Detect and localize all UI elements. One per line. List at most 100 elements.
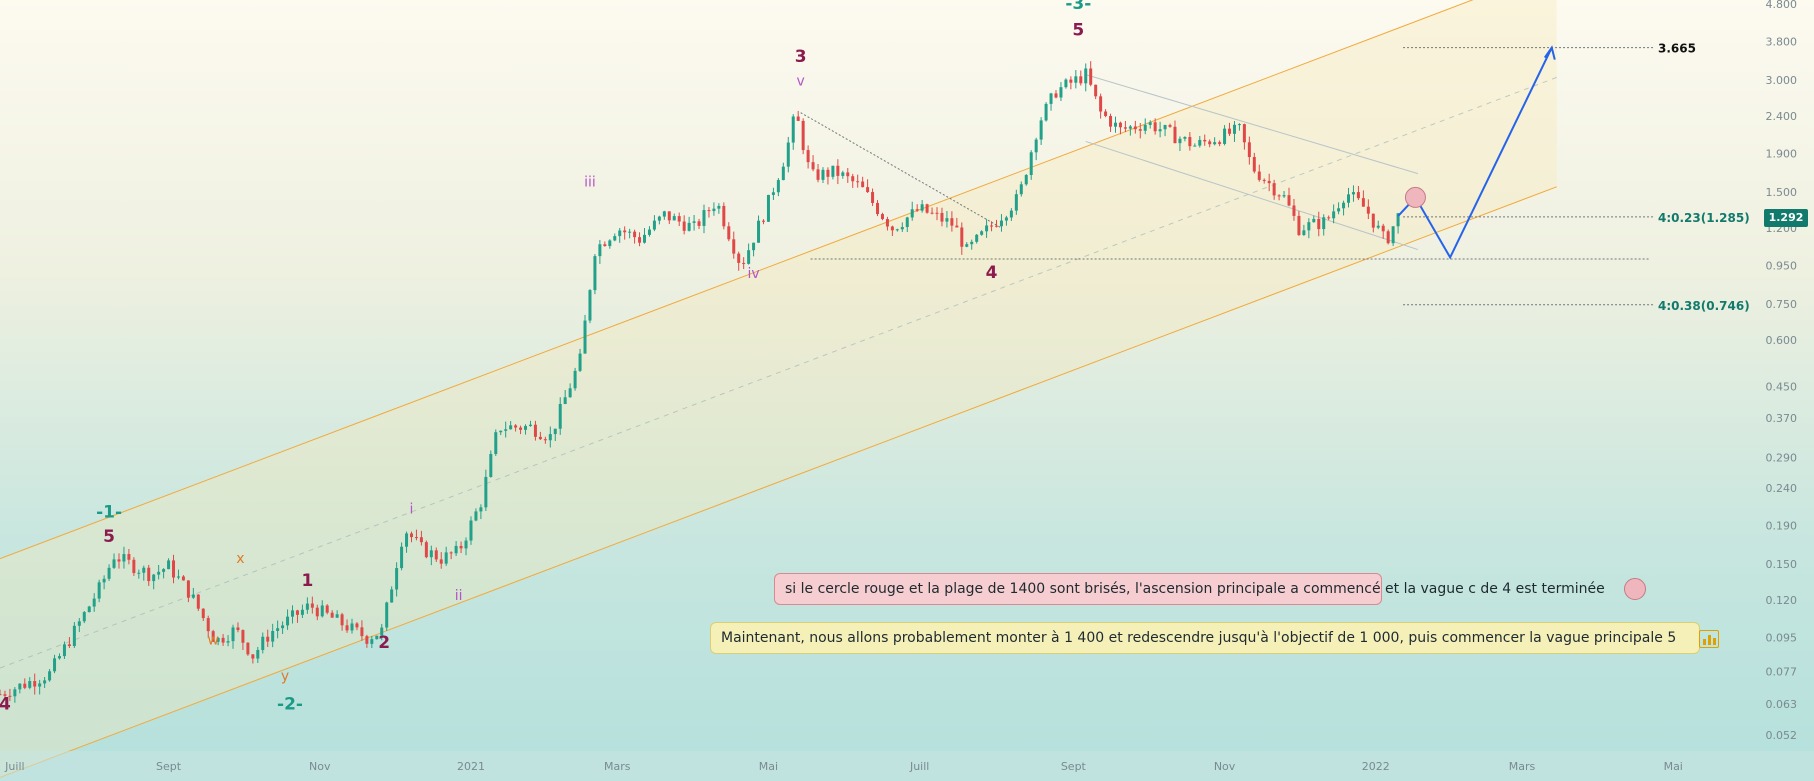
candle-body — [1351, 192, 1355, 195]
y-tick-label: 0.063 — [1766, 698, 1798, 711]
candle-body — [405, 533, 409, 547]
channel-fill — [0, 0, 1557, 778]
candle-body — [1282, 195, 1286, 197]
candle-body — [935, 212, 939, 214]
level-label: 4:0.23(1.285) — [1658, 211, 1750, 225]
y-tick-label: 0.950 — [1766, 260, 1798, 273]
wave-label: iv — [747, 266, 759, 282]
candle-body — [801, 120, 805, 151]
candle-body — [1208, 141, 1212, 145]
candle-body — [885, 219, 889, 227]
candle-body — [330, 612, 334, 618]
candle-body — [77, 621, 81, 626]
candle-body — [1228, 128, 1232, 134]
candle-body — [747, 250, 751, 264]
candle-body — [528, 424, 532, 427]
candle-body — [18, 683, 22, 690]
candle-body — [271, 630, 275, 642]
candle-body — [945, 218, 949, 222]
candle-body — [1366, 206, 1370, 214]
candle-body — [1218, 142, 1222, 144]
candle-body — [588, 290, 592, 321]
candle-body — [216, 637, 220, 642]
candle-body — [1183, 137, 1187, 139]
candle-body — [970, 241, 974, 245]
candle-body — [67, 644, 71, 647]
candle-body — [920, 204, 924, 211]
candle-body — [429, 550, 433, 558]
candle-body — [305, 603, 309, 610]
candle-body — [543, 439, 547, 441]
candle-body — [211, 631, 215, 642]
candle-body — [122, 554, 126, 562]
candle-body — [856, 181, 860, 183]
wave-label: 2 — [378, 633, 390, 653]
candle-body — [375, 635, 379, 640]
candle-body — [578, 353, 582, 371]
candle-body — [266, 636, 270, 642]
candle-body — [692, 221, 696, 223]
candle-body — [1148, 122, 1152, 125]
candle-body — [1396, 213, 1400, 227]
annotation-red-circle-note[interactable]: si le cercle rouge et la plage de 1400 s… — [774, 573, 1605, 605]
candle-body — [672, 216, 676, 221]
candle-body — [286, 616, 290, 626]
wave4-trendline — [800, 112, 1002, 229]
candle-body — [509, 425, 513, 430]
candle-body — [752, 242, 756, 251]
candle-body — [514, 425, 518, 428]
candle-body — [1059, 87, 1063, 98]
candle-body — [439, 559, 443, 564]
candle-body — [1247, 142, 1251, 158]
candle-body — [181, 576, 185, 581]
candle-body — [504, 429, 508, 431]
candle-body — [876, 202, 880, 215]
wave-label: -2- — [277, 694, 303, 714]
wave-label: 4 — [0, 694, 11, 714]
candle-body — [593, 256, 597, 291]
candles-group — [0, 61, 1400, 703]
candle-body — [786, 142, 790, 167]
candle-body — [975, 234, 979, 242]
candle-body — [1029, 152, 1033, 176]
candle-body — [558, 403, 562, 429]
candle-body — [117, 559, 121, 562]
candle-body — [494, 432, 498, 454]
candle-body — [538, 436, 542, 440]
candle-body — [201, 608, 205, 619]
candle-body — [320, 605, 324, 617]
wave-label: iii — [584, 175, 596, 191]
y-tick-label: 0.052 — [1766, 729, 1798, 742]
candle-body — [781, 166, 785, 181]
candle-body — [82, 612, 86, 622]
candle-body — [172, 560, 176, 578]
candle-body — [1113, 122, 1117, 127]
candle-body — [846, 172, 850, 177]
y-tick-label: 3.800 — [1766, 36, 1798, 49]
candle-body — [315, 607, 319, 617]
candle-body — [236, 627, 240, 631]
candle-body — [702, 210, 706, 226]
candle-body — [72, 625, 76, 647]
candle-body — [1327, 217, 1331, 219]
candle-body — [246, 642, 250, 655]
candle-body — [732, 239, 736, 254]
candle-body — [162, 569, 166, 572]
candle-body — [1123, 127, 1127, 129]
candle-body — [256, 649, 260, 659]
candle-body — [365, 636, 369, 644]
candle-body — [281, 625, 285, 629]
candle-body — [1094, 84, 1098, 97]
candle-body — [771, 192, 775, 195]
candle-body — [92, 598, 96, 607]
projection-arrowhead — [1543, 45, 1556, 60]
annotation-wave-plan-note[interactable]: Maintenant, nous allons probablement mon… — [710, 622, 1700, 654]
candle-body — [548, 434, 552, 441]
candle-body — [757, 220, 761, 243]
candle-body — [519, 427, 523, 430]
candle-body — [1203, 139, 1207, 142]
candle-body — [618, 230, 622, 237]
x-tick-label: Sept — [156, 760, 182, 773]
